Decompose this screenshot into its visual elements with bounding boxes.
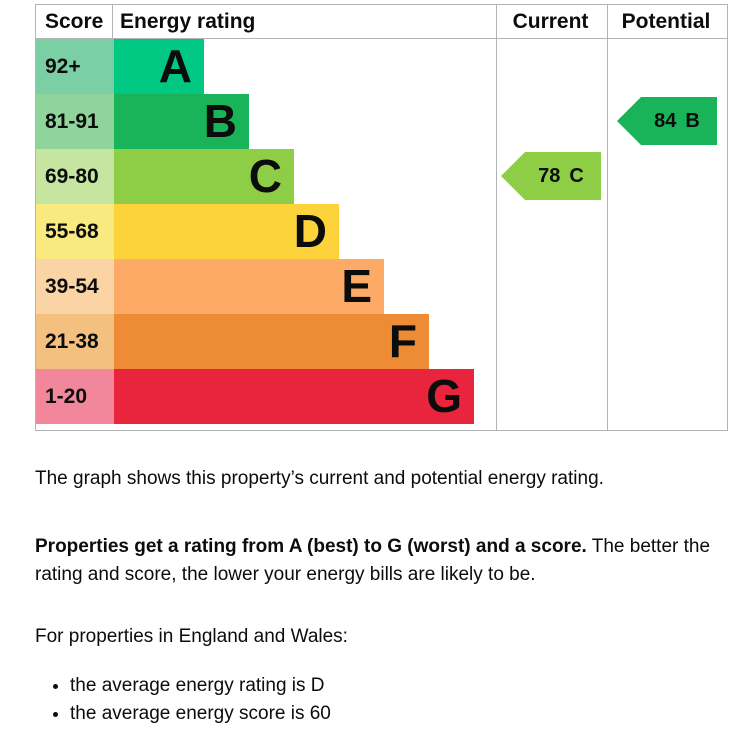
band-row-b: 81-91 B xyxy=(36,94,727,149)
potential-score: 84 xyxy=(654,109,677,132)
current-score: 78 xyxy=(538,164,561,187)
score-range-a: 92+ xyxy=(36,39,114,94)
rating-bar-c: C xyxy=(114,149,294,204)
band-letter-a: A xyxy=(158,40,192,92)
header-score: Score xyxy=(36,5,113,38)
band-row-e: 39-54 E xyxy=(36,259,727,314)
band-letter-d: D xyxy=(293,205,327,257)
band-letter-g: G xyxy=(426,370,462,422)
band-letter-b: B xyxy=(203,95,237,147)
score-range-c: 69-80 xyxy=(36,149,114,204)
band-letter-c: C xyxy=(248,150,282,202)
average-score-item: the average energy score is 60 xyxy=(70,700,729,728)
description-section: The graph shows this property’s current … xyxy=(35,466,729,728)
score-range-f: 21-38 xyxy=(36,314,114,369)
rating-bar-a: A xyxy=(114,39,204,94)
rating-bar-f: F xyxy=(114,314,429,369)
energy-rating-chart: Score Energy rating Current Potential 92… xyxy=(35,4,728,431)
rating-bar-d: D xyxy=(114,204,339,259)
potential-band: B xyxy=(685,109,700,132)
average-rating-item: the average energy rating is D xyxy=(70,672,729,700)
rating-bar-e: E xyxy=(114,259,384,314)
band-letter-f: F xyxy=(388,315,417,367)
england-wales-intro-text: For properties in England and Wales: xyxy=(35,626,348,647)
score-range-e: 39-54 xyxy=(36,259,114,314)
chart-body: 92+ A 81-91 B 69-80 C 55-68 xyxy=(36,39,727,430)
rating-explanation-text: Properties get a rating from A (best) to… xyxy=(35,533,729,589)
rating-bar-b: B xyxy=(114,94,249,149)
header-potential: Potential xyxy=(621,10,711,33)
header-current: Current xyxy=(512,10,589,33)
band-row-g: 1-20 G xyxy=(36,369,727,424)
graph-summary-text: The graph shows this property’s current … xyxy=(35,468,604,489)
band-row-f: 21-38 F xyxy=(36,314,727,369)
score-range-d: 55-68 xyxy=(36,204,114,259)
current-band: C xyxy=(569,164,584,187)
current-rating-arrow: 78 C xyxy=(501,152,601,200)
potential-rating-arrow: 84 B xyxy=(617,97,717,145)
potential-column-divider xyxy=(607,5,608,430)
score-range-b: 81-91 xyxy=(36,94,114,149)
band-row-c: 69-80 C xyxy=(36,149,727,204)
rating-bar-g: G xyxy=(114,369,474,424)
rating-explanation-rest: The better the rating and score, the low… xyxy=(35,536,711,585)
band-letter-e: E xyxy=(341,260,372,312)
band-row-d: 55-68 D xyxy=(36,204,727,259)
chart-header-row: Score Energy rating Current Potential xyxy=(36,5,727,39)
average-stats-list: the average energy rating is D the avera… xyxy=(35,672,729,728)
band-row-a: 92+ A xyxy=(36,39,727,94)
current-column-divider xyxy=(496,5,497,430)
score-range-g: 1-20 xyxy=(36,369,114,424)
header-energy-rating: Energy rating xyxy=(120,10,256,33)
rating-explanation-bold: Properties get a rating from A (best) to… xyxy=(35,536,587,557)
